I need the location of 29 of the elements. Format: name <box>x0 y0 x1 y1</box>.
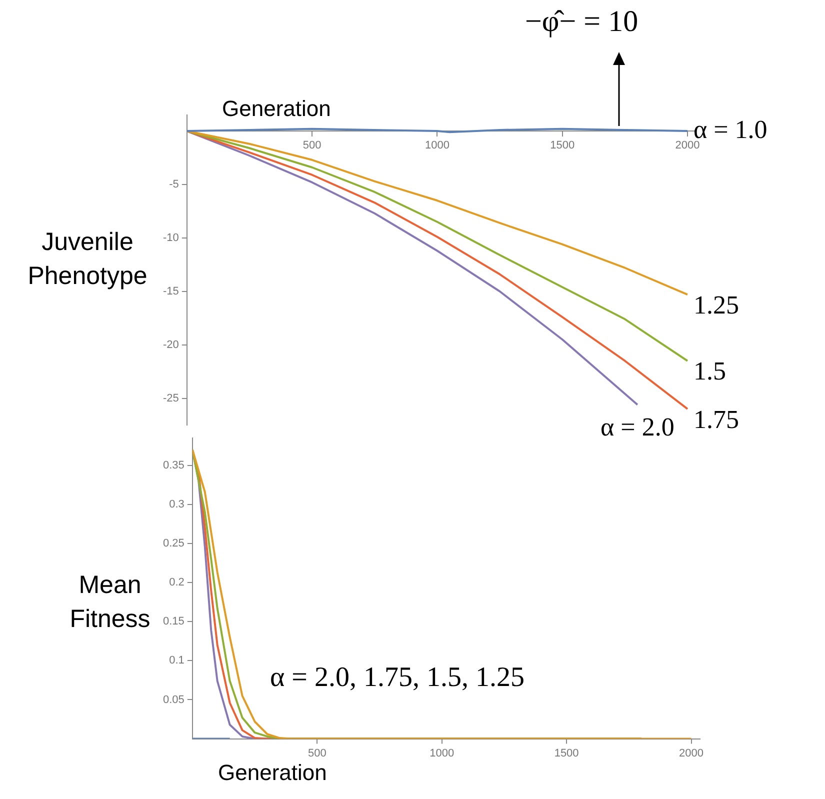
annotation: α = 2.0, 1.75, 1.5, 1.25 <box>270 662 524 694</box>
series-label: 1.75 <box>693 404 739 434</box>
y-tick-label: -10 <box>162 232 179 244</box>
y-tick-label: -20 <box>162 338 179 351</box>
y-tick-label: 0.15 <box>162 616 184 628</box>
series-label: 1.25 <box>693 290 739 320</box>
x-tick-label: 2000 <box>679 747 704 760</box>
text: −φ̂− = 10 <box>525 5 638 39</box>
x-axis-title: Generation <box>218 760 327 786</box>
y-tick-label: -25 <box>162 392 179 404</box>
y-tick-label: 0.35 <box>162 459 184 472</box>
x-tick-label: 1000 <box>430 747 454 760</box>
x-axis-title: Generation <box>222 96 331 122</box>
y-axis-title: Mean Fitness <box>70 571 150 633</box>
y-tick-label: 0.25 <box>162 538 184 550</box>
x-tick-label: 1500 <box>550 140 575 152</box>
series-label: α = 2.0 <box>600 412 674 442</box>
series-label: 1.5 <box>693 356 726 386</box>
y-tick-label: 0.05 <box>162 694 184 706</box>
x-tick-label: 1500 <box>554 747 579 760</box>
x-tick-label: 1000 <box>424 140 450 152</box>
x-tick-label: 500 <box>302 140 322 152</box>
y-tick-label: 0.2 <box>169 576 184 589</box>
y-tick-label: 0.3 <box>169 498 184 510</box>
y-tick-label: 0.1 <box>169 654 184 667</box>
y-axis-title: Juvenile Phenotype <box>28 228 148 290</box>
y-tick-label: -15 <box>162 285 179 298</box>
x-tick-label: 500 <box>308 747 326 760</box>
y-tick-label: -5 <box>169 178 179 191</box>
